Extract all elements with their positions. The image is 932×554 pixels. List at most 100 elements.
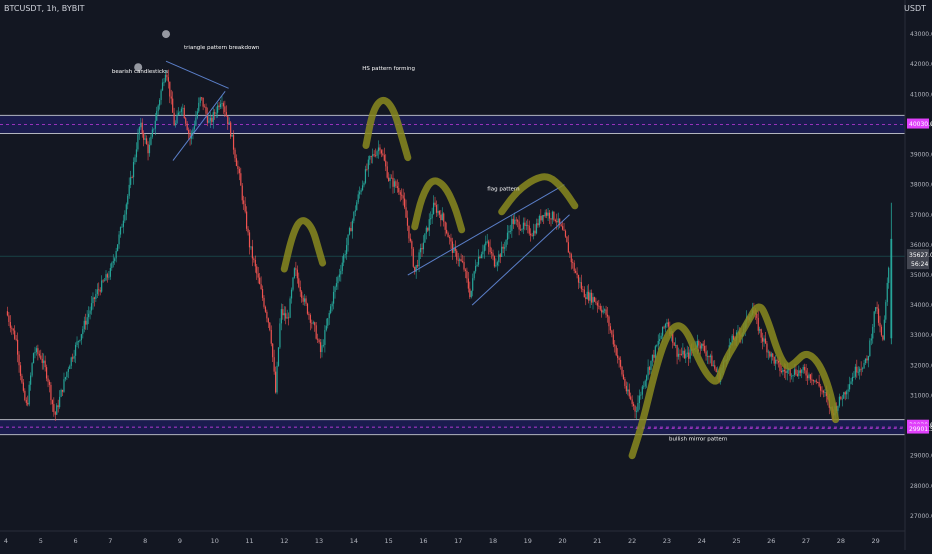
candle-body-313 [460, 259, 462, 262]
candle-body-259 [382, 153, 384, 156]
candle-body-395 [579, 282, 581, 284]
candle-body-606 [885, 302, 887, 320]
candle-body-487 [712, 365, 714, 367]
candle-body-408 [598, 305, 600, 307]
candle-body-430 [630, 396, 632, 400]
candle-body-12 [24, 390, 26, 401]
candle-body-94 [143, 133, 145, 140]
candle-body-464 [679, 353, 681, 355]
candle-body-299 [440, 214, 442, 221]
candle-body-352 [517, 220, 519, 222]
candle-body-18 [32, 353, 35, 364]
candle-body-220 [325, 325, 327, 331]
candle-body-534 [780, 370, 783, 373]
candle-body-424 [621, 366, 623, 375]
candle-body-256 [377, 147, 380, 152]
candle-body-302 [444, 221, 446, 230]
candle-body-107 [161, 82, 164, 91]
candle-body-541 [790, 375, 793, 377]
candle-body-499 [730, 342, 732, 346]
candle-body-394 [577, 274, 580, 283]
candle-body-315 [463, 262, 465, 270]
y-tick-14: 41000.0 [910, 91, 932, 98]
candle-body-558 [815, 380, 817, 383]
candle-body-297 [437, 210, 439, 213]
candle-body-206 [305, 298, 307, 304]
candle-body-162 [241, 185, 243, 201]
candle-body-77 [118, 234, 120, 245]
candle-body-312 [459, 259, 461, 261]
candle-body-14 [27, 402, 29, 405]
candle-body-210 [311, 322, 313, 324]
candle-body-276 [406, 217, 409, 226]
x-tick-24: 28 [837, 537, 845, 545]
candle-body-270 [398, 187, 400, 193]
candle-body-120 [180, 108, 182, 112]
candle-body-291 [428, 219, 430, 231]
x-tick-5: 9 [178, 537, 182, 545]
candle-body-207 [306, 303, 309, 314]
candle-body-588 [859, 368, 861, 372]
candle-body-38 [61, 389, 64, 392]
candle-body-364 [534, 230, 536, 234]
candle-body-145 [217, 105, 219, 113]
candle-body-65 [101, 280, 103, 292]
candle-body-122 [183, 107, 185, 119]
candle-body-432 [632, 403, 635, 407]
candle-body-319 [469, 288, 471, 298]
candle-body-577 [843, 392, 845, 399]
y-tick-1: 28000.0 [910, 483, 932, 490]
candle-body-517 [756, 313, 758, 318]
candle-body-574 [838, 396, 841, 406]
candle-body-90 [137, 134, 139, 150]
currency-label[interactable]: USDT [904, 4, 926, 13]
candle-body-341 [501, 246, 503, 257]
candle-body-157 [234, 149, 236, 159]
candle-body-266 [392, 177, 394, 187]
candle-body-300 [441, 213, 443, 221]
candle-body-520 [760, 329, 762, 338]
candle-body-138 [206, 113, 209, 123]
y-tick-10: 37000.0 [910, 212, 932, 219]
candle-body-442 [647, 367, 649, 376]
candle-body-426 [624, 378, 626, 386]
candle-body-332 [488, 241, 490, 247]
candle-body-381 [559, 218, 561, 225]
candle-body-486 [711, 355, 713, 367]
candle-body-2 [9, 321, 11, 328]
x-tick-2: 6 [74, 537, 78, 545]
candle-body-11 [22, 382, 24, 391]
candle-body-369 [541, 215, 543, 221]
candle-body-239 [353, 211, 355, 221]
candle-body-460 [673, 342, 675, 346]
candle-body-345 [506, 232, 509, 240]
candle-body-380 [557, 218, 559, 223]
candle-body-527 [770, 353, 772, 357]
candle-body-15 [28, 384, 30, 405]
candle-body-412 [604, 309, 606, 311]
y-tick-7: 34000.0 [910, 302, 932, 309]
candle-body-197 [292, 277, 294, 290]
y-tick-12: 39000.0 [910, 152, 932, 159]
candle-body-379 [556, 221, 558, 223]
candle-body-538 [786, 370, 788, 373]
candle-body-435 [637, 402, 639, 412]
candle-body-187 [277, 347, 280, 366]
candle-body-63 [98, 289, 100, 291]
candle-body-356 [522, 222, 525, 230]
symbol-label[interactable]: BTCUSDT, 1h, BYBIT [4, 4, 85, 13]
candle-body-468 [685, 353, 687, 359]
candle-body-172 [256, 266, 258, 274]
trendline-1 [172, 91, 226, 161]
candle-body-438 [641, 386, 643, 395]
candle-body-459 [672, 331, 674, 343]
candle-body-351 [515, 219, 517, 221]
candle-body-161 [240, 173, 242, 186]
time-axis[interactable]: 4 5 6 7 8 9 10 11 12 13 14 15 16 17 18 19 20 21 22 23 24 25 26… [4, 537, 880, 545]
trendline-2 [407, 184, 565, 276]
candle-body-346 [508, 230, 510, 233]
candle-body-97 [147, 144, 149, 154]
